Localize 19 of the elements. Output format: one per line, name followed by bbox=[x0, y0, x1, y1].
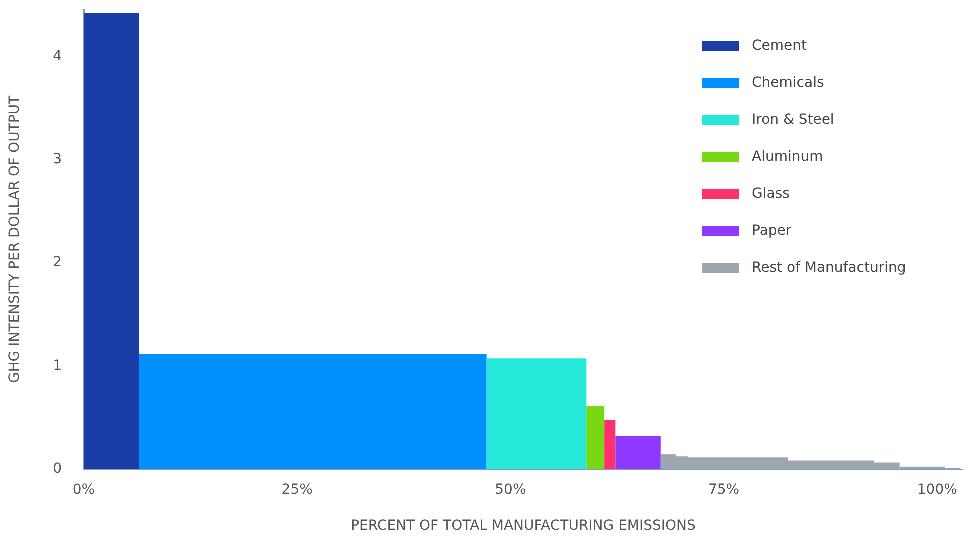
legend-label: Cement bbox=[752, 38, 808, 54]
legend-label: Paper bbox=[752, 223, 792, 239]
legend-label: Glass bbox=[752, 186, 790, 202]
x-tick-label: 100% bbox=[917, 482, 958, 498]
x-axis-title: PERCENT OF TOTAL MANUFACTURING EMISSIONS bbox=[351, 518, 696, 534]
y-tick-label: 3 bbox=[53, 152, 62, 168]
y-tick-label: 4 bbox=[53, 48, 62, 64]
x-tick-label: 50% bbox=[495, 482, 526, 498]
y-axis-title: GHG INTENSITY PER DOLLAR OF OUTPUT bbox=[7, 95, 23, 384]
y-tick-label: 0 bbox=[53, 461, 62, 477]
legend-label: Aluminum bbox=[752, 149, 824, 165]
y-tick-label: 1 bbox=[53, 358, 62, 374]
x-tick-label: 25% bbox=[282, 482, 313, 498]
legend-label: Iron & Steel bbox=[752, 112, 834, 128]
legend-label: Chemicals bbox=[752, 75, 824, 91]
x-tick-label: 0% bbox=[72, 482, 96, 498]
legend-label: Rest of Manufacturing bbox=[752, 260, 906, 276]
y-tick-label: 2 bbox=[53, 254, 62, 271]
x-tick-label: 75% bbox=[708, 482, 740, 498]
